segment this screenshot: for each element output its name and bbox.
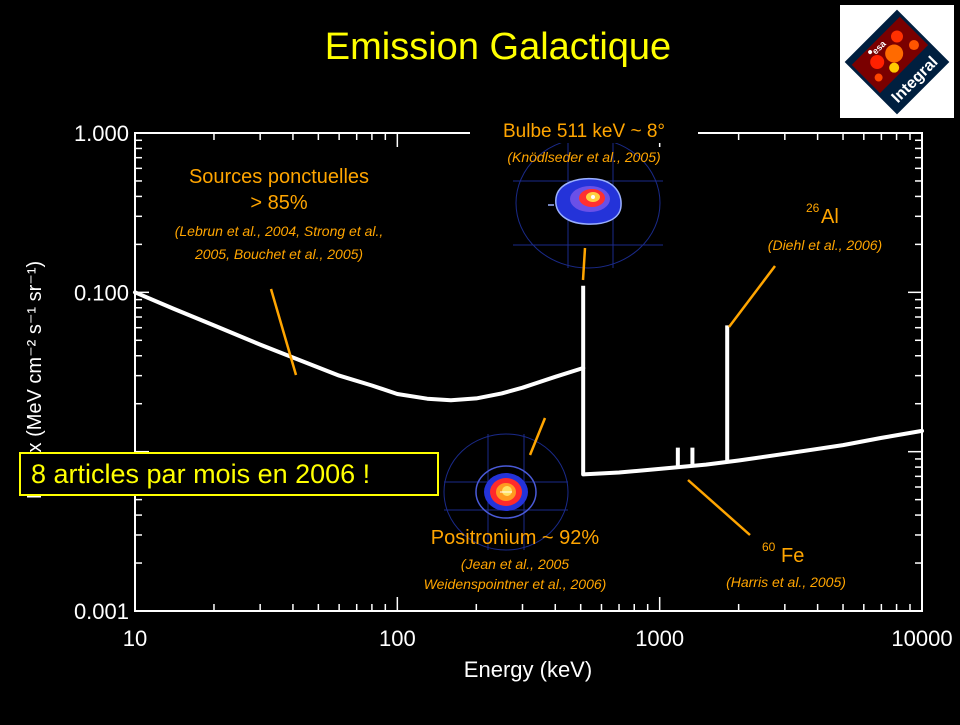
point-sources-ref-2: 2005, Bouchet et al., 2005) xyxy=(194,246,363,262)
al26-ref: (Diehl et al., 2006) xyxy=(768,237,882,253)
fe60-superscript: 60 xyxy=(762,540,776,554)
x-tick-label: 10 xyxy=(123,626,147,651)
annotation-pointers xyxy=(269,247,776,536)
positronium-label: Positronium ~ 92% xyxy=(431,527,600,549)
spectrum-continuum-1 xyxy=(133,290,586,403)
y-tick-label: 0.100 xyxy=(74,280,129,305)
bulge-skymap-inset xyxy=(513,137,663,269)
fe60-ref: (Harris et al., 2005) xyxy=(726,574,846,590)
positronium-ref: (Jean et al., 2005 xyxy=(461,556,569,572)
pointer-point-sources xyxy=(269,288,298,376)
bulge-label: Bulbe 511 keV ~ 8° xyxy=(503,121,665,142)
point-sources-label: Sources ponctuelles xyxy=(189,166,369,188)
x-tick-label: 1000 xyxy=(635,626,684,651)
integral-logo: esa Integral xyxy=(840,5,954,118)
fe60-label: Fe xyxy=(781,545,804,567)
slide-title: Emission Galactique xyxy=(324,26,672,68)
x-axis-title: Energy (keV) xyxy=(464,657,592,682)
positronium-ref-2: Weidenspointner et al., 2006) xyxy=(424,576,607,592)
positronium-skymap-inset xyxy=(443,433,569,551)
y-tick-label: 0.001 xyxy=(74,599,129,624)
al26-superscript: 26 xyxy=(806,201,820,215)
bulge-label-background xyxy=(470,117,698,143)
x-tick-label: 100 xyxy=(379,626,416,651)
bulge-ref: (Knödlseder et al., 2005) xyxy=(507,149,660,165)
al26-label: Al xyxy=(821,206,839,228)
articles-banner: 8 articles par mois en 2006 ! xyxy=(19,452,439,496)
pointer-positronium xyxy=(528,417,547,456)
pointer-fe60 xyxy=(687,479,751,536)
pointer-al26 xyxy=(728,265,776,328)
x-tick-label: 10000 xyxy=(891,626,952,651)
spectrum-continuum-2 xyxy=(581,428,924,477)
y-tick-label: 1.000 xyxy=(74,121,129,146)
point-sources-percent: > 85% xyxy=(250,192,307,214)
pointer-bulge xyxy=(581,247,587,281)
y-axis-title: E² flux (MeV cm⁻² s⁻¹ sr⁻¹) xyxy=(24,261,46,499)
point-sources-ref: (Lebrun et al., 2004, Strong et al., xyxy=(175,223,384,239)
